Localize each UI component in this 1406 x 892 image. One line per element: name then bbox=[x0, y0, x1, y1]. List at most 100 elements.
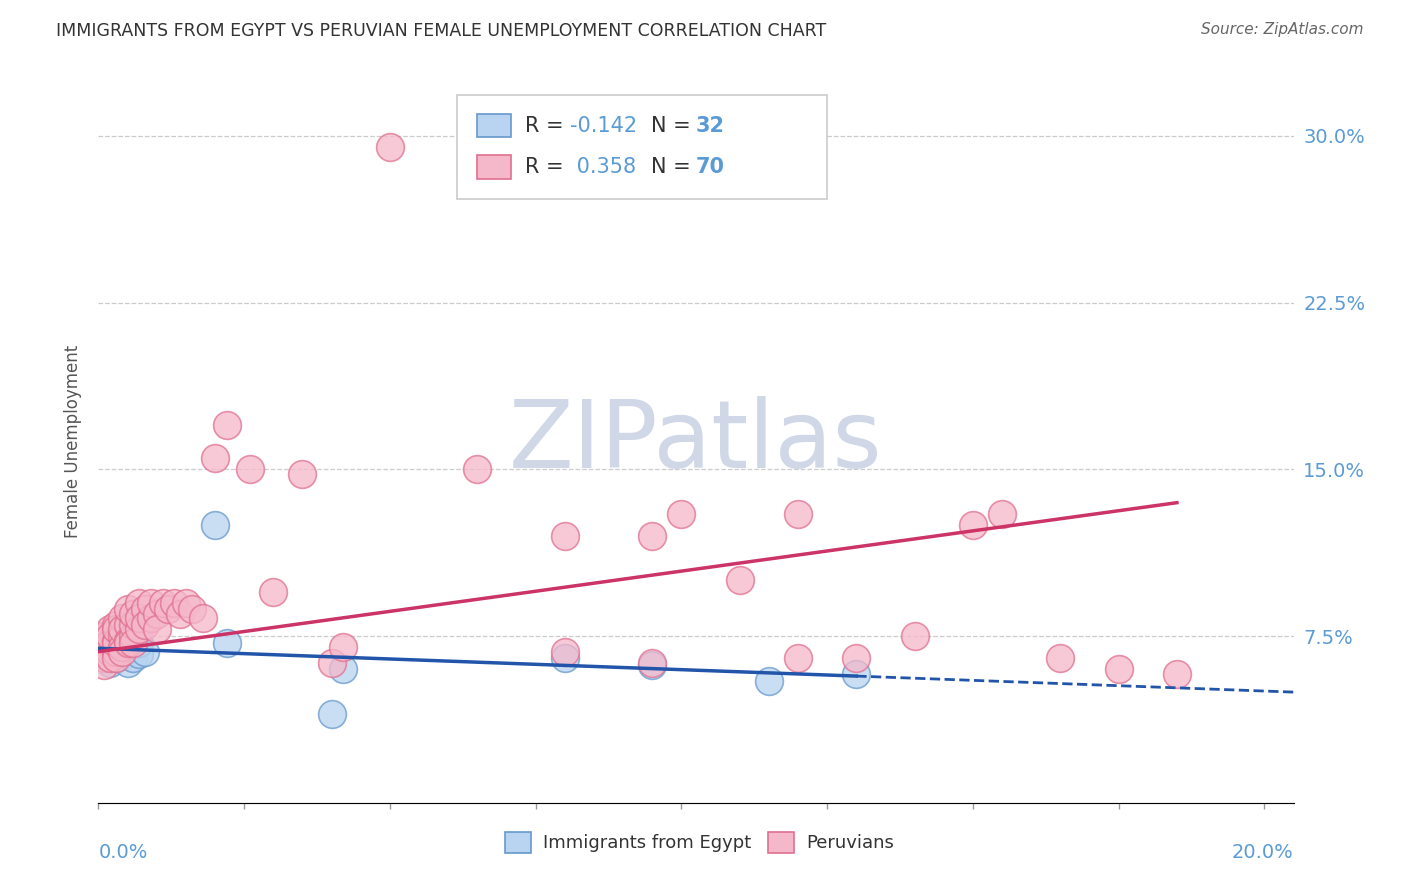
Point bbox=[157, 602, 180, 616]
Point bbox=[128, 636, 150, 650]
Text: N =: N = bbox=[651, 116, 697, 136]
Text: IMMIGRANTS FROM EGYPT VS PERUVIAN FEMALE UNEMPLOYMENT CORRELATION CHART: IMMIGRANTS FROM EGYPT VS PERUVIAN FEMALE… bbox=[56, 22, 827, 40]
Text: Source: ZipAtlas.com: Source: ZipAtlas.com bbox=[1201, 22, 1364, 37]
Text: 20.0%: 20.0% bbox=[1232, 843, 1294, 862]
Point bbox=[93, 645, 115, 659]
Point bbox=[122, 636, 145, 650]
Point bbox=[641, 529, 664, 543]
Point bbox=[180, 602, 202, 616]
Point bbox=[117, 618, 139, 632]
Point bbox=[378, 140, 401, 154]
Point bbox=[554, 529, 576, 543]
Point bbox=[128, 596, 150, 610]
Point bbox=[93, 657, 115, 672]
Point bbox=[169, 607, 191, 621]
Point bbox=[332, 662, 354, 676]
Point bbox=[145, 623, 167, 637]
Point bbox=[139, 596, 162, 610]
Point bbox=[98, 623, 121, 637]
Point bbox=[104, 645, 127, 659]
Point bbox=[128, 623, 150, 637]
Point bbox=[111, 629, 134, 643]
Text: 0.358: 0.358 bbox=[571, 157, 637, 177]
Point bbox=[117, 642, 139, 657]
Point bbox=[98, 645, 121, 659]
Point bbox=[117, 633, 139, 648]
Point bbox=[845, 666, 868, 681]
Point bbox=[128, 611, 150, 625]
Point bbox=[111, 645, 134, 659]
Point bbox=[467, 462, 489, 476]
Text: 70: 70 bbox=[696, 157, 725, 177]
Point bbox=[204, 517, 226, 532]
Point bbox=[104, 645, 127, 659]
Point bbox=[554, 645, 576, 659]
Point bbox=[104, 633, 127, 648]
Point bbox=[111, 649, 134, 664]
Point bbox=[98, 640, 121, 655]
Point bbox=[117, 636, 139, 650]
Point bbox=[93, 651, 115, 665]
Point bbox=[93, 633, 115, 648]
Text: ZIPatlas: ZIPatlas bbox=[509, 395, 883, 488]
Point bbox=[1166, 666, 1188, 681]
Point bbox=[104, 651, 127, 665]
Point bbox=[321, 656, 343, 670]
Point bbox=[122, 651, 145, 665]
Point bbox=[122, 638, 145, 652]
Point bbox=[104, 640, 127, 655]
Point bbox=[845, 651, 868, 665]
Point bbox=[671, 507, 693, 521]
Point bbox=[215, 417, 238, 432]
Point bbox=[641, 657, 664, 672]
Point bbox=[332, 640, 354, 655]
FancyBboxPatch shape bbox=[477, 114, 510, 137]
Text: Immigrants from Egypt: Immigrants from Egypt bbox=[543, 833, 751, 852]
Point bbox=[787, 507, 810, 521]
Text: N =: N = bbox=[651, 157, 697, 177]
Text: -0.142: -0.142 bbox=[571, 116, 637, 136]
Point bbox=[554, 651, 576, 665]
Point bbox=[111, 611, 134, 625]
Point bbox=[122, 607, 145, 621]
Text: 32: 32 bbox=[696, 116, 725, 136]
Point bbox=[321, 706, 343, 721]
Text: Peruvians: Peruvians bbox=[806, 833, 894, 852]
Point bbox=[1108, 662, 1130, 676]
Point bbox=[134, 618, 156, 632]
Point bbox=[111, 636, 134, 650]
Point bbox=[111, 645, 134, 659]
FancyBboxPatch shape bbox=[477, 155, 510, 178]
Point bbox=[104, 618, 127, 632]
Point bbox=[787, 651, 810, 665]
Point bbox=[98, 651, 121, 665]
FancyBboxPatch shape bbox=[768, 831, 794, 854]
Text: R =: R = bbox=[524, 157, 571, 177]
Point bbox=[104, 636, 127, 650]
Point bbox=[134, 645, 156, 659]
Point bbox=[111, 623, 134, 637]
Point bbox=[122, 618, 145, 632]
Point bbox=[193, 611, 215, 625]
Y-axis label: Female Unemployment: Female Unemployment bbox=[65, 345, 83, 538]
Point bbox=[758, 673, 780, 688]
Point bbox=[98, 636, 121, 650]
Point bbox=[291, 467, 314, 481]
Point bbox=[962, 517, 984, 532]
Point bbox=[134, 602, 156, 616]
Point bbox=[128, 647, 150, 661]
Point bbox=[262, 584, 284, 599]
Text: R =: R = bbox=[524, 116, 571, 136]
Point bbox=[152, 596, 174, 610]
Point bbox=[728, 574, 751, 588]
Point bbox=[215, 636, 238, 650]
Point bbox=[93, 640, 115, 655]
Point bbox=[93, 651, 115, 665]
Point bbox=[174, 596, 197, 610]
Point bbox=[104, 633, 127, 648]
Point bbox=[163, 596, 186, 610]
Point bbox=[991, 507, 1014, 521]
Point bbox=[1049, 651, 1071, 665]
Point bbox=[139, 611, 162, 625]
Point bbox=[117, 602, 139, 616]
